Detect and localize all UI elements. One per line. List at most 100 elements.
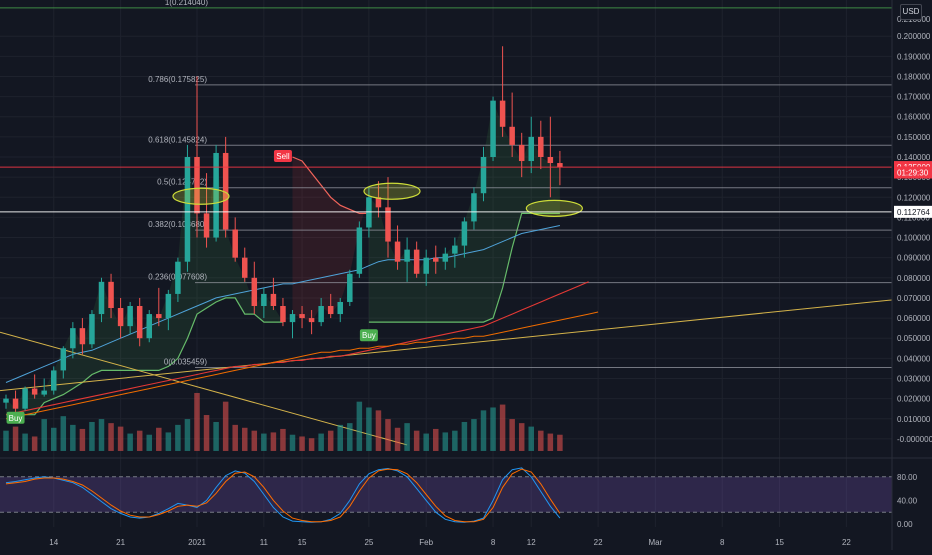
candle-body [337, 301, 343, 315]
candle [136, 297, 143, 347]
candle-body [70, 328, 76, 349]
candle-body [452, 245, 458, 254]
candle-body [442, 253, 449, 262]
ma-long-line [5, 281, 589, 416]
volume-bar [557, 434, 563, 451]
price-axis-tick-label: 0.180000 [897, 72, 931, 81]
candle [299, 306, 305, 329]
volume-bar [12, 426, 19, 451]
candle-body [518, 144, 525, 162]
volume-bar [394, 427, 401, 451]
candle [471, 187, 477, 230]
candle [413, 241, 420, 278]
price-axis-tick-label: 0.140000 [897, 153, 931, 162]
volume-bar [175, 424, 181, 451]
candle [308, 310, 315, 335]
candle [452, 237, 458, 268]
candle [79, 318, 86, 355]
candle [280, 297, 286, 327]
candle-body [423, 257, 429, 274]
candle-body [318, 306, 324, 323]
price-axis-tick-label: 0.160000 [897, 113, 931, 122]
candle [146, 310, 152, 343]
fib-level-label: 0.382(0.103680) [148, 220, 207, 229]
buy-signal-badge [359, 329, 378, 342]
volume-bar [547, 433, 554, 451]
price-axis-tick-label: 0.010000 [897, 415, 931, 424]
volume-bar [222, 401, 229, 451]
candle [213, 144, 219, 242]
candle-body [41, 390, 47, 395]
candle-body [509, 126, 515, 145]
volume-bar [22, 433, 28, 451]
candle [480, 146, 487, 202]
volume-bar [442, 432, 449, 451]
volume-bar [146, 434, 152, 451]
time-axis-tick-label: Feb [419, 538, 433, 547]
volume-bar [41, 419, 47, 451]
price-axis-tick-label: 0.150000 [897, 133, 931, 142]
time-axis-tick-label: 22 [594, 538, 603, 547]
volume-bar [242, 427, 248, 451]
volume-bar [136, 430, 143, 451]
volume-bar [423, 433, 429, 451]
volume-bar [404, 423, 410, 451]
candle-body [528, 136, 534, 162]
volume-bar [528, 426, 534, 451]
candle [232, 217, 238, 262]
candle [518, 132, 525, 178]
candle [51, 366, 57, 395]
volume-bar [127, 433, 133, 451]
volume-bar [203, 415, 210, 451]
price-axis-tick-label: 0.120000 [897, 193, 931, 202]
candle [175, 257, 181, 302]
volume-bar [108, 423, 114, 451]
time-axis-tick-label: 15 [298, 538, 307, 547]
candle-body [471, 193, 477, 222]
volume-bar [280, 428, 286, 451]
volume-bar [490, 407, 496, 451]
volume-bar [156, 427, 162, 451]
candle-body [280, 306, 286, 323]
time-axis-tick-label: 15 [775, 538, 784, 547]
volume-bar [308, 438, 315, 451]
price-axis-tick-label: 0.200000 [897, 32, 931, 41]
candle-body [98, 281, 105, 315]
candle [385, 177, 391, 258]
time-axis-tick-label: 21 [116, 538, 125, 547]
volume-bar [31, 436, 38, 451]
price-axis-badge-label: 0.112764 [897, 208, 930, 217]
candle [156, 287, 162, 327]
volume-bar [337, 424, 343, 451]
candle [127, 301, 133, 335]
candle [165, 289, 172, 331]
trailing-stop-support-line-2 [368, 212, 560, 323]
currency-label[interactable]: USD [900, 4, 922, 20]
candle-body [194, 157, 200, 214]
price-axis-tick-label: 0.040000 [897, 354, 931, 363]
price-axis-badge-label: 01:29:30 [897, 169, 929, 178]
volume-bar [347, 423, 353, 451]
volume-bar [261, 433, 267, 451]
candle-body [299, 314, 305, 319]
candle-body [394, 241, 401, 262]
ema-line [5, 225, 561, 383]
candle-body [375, 197, 382, 208]
volume-bar [480, 410, 487, 451]
candle-body [79, 328, 86, 345]
candle-body [12, 398, 19, 409]
stoch-axis-tick-label: 80.00 [897, 473, 918, 482]
candle-body [538, 136, 544, 157]
candle-body [308, 318, 315, 323]
candle [70, 322, 76, 359]
candle-body [222, 152, 229, 230]
candle-body [490, 100, 496, 157]
highlight-ellipse [363, 182, 421, 200]
sell-signal-label: Sell [276, 152, 290, 161]
candle-body [366, 197, 372, 228]
candle [538, 120, 544, 170]
candle [327, 293, 334, 319]
candle-body [480, 157, 487, 194]
